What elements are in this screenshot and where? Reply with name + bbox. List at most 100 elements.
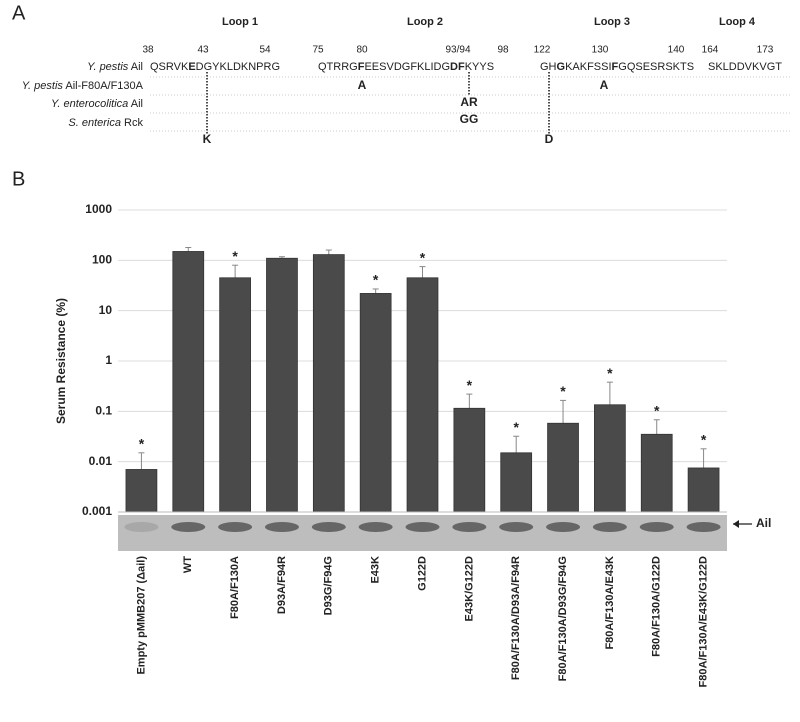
blot-band: [218, 522, 253, 532]
row-label: Y. pestis Ail: [87, 61, 143, 73]
residue: KYYS: [465, 61, 494, 73]
residue: G: [557, 61, 566, 73]
x-tick-label: WT: [182, 556, 194, 573]
blot-band: [499, 522, 534, 532]
y-tick-label: 0.01: [89, 454, 113, 468]
residue-number: 98: [497, 45, 509, 56]
substitution: K: [203, 132, 212, 146]
x-tick-label: Empty pMMB207 (Δail): [135, 556, 147, 675]
bar: [453, 407, 486, 513]
sequence: SKLDDVKVGT: [708, 61, 782, 73]
residue: QTRRG: [318, 61, 358, 73]
y-tick-label: 0.001: [82, 504, 112, 518]
residue-number: 75: [312, 45, 324, 56]
bar: [547, 422, 579, 513]
x-tick-label: F80A/F130A/E43K: [604, 556, 616, 650]
blot-band: [264, 522, 299, 532]
residue: F: [358, 61, 365, 73]
significance-marker: *: [560, 383, 566, 399]
bar: [500, 452, 533, 513]
substitution: D: [545, 132, 554, 146]
y-tick-label: 10: [99, 303, 113, 317]
y-tick-label: 0.1: [95, 404, 112, 418]
residue: F: [612, 61, 619, 73]
bar: [640, 433, 673, 513]
row-label: Y. enterocolitica Ail: [51, 98, 143, 110]
y-axis-label: Serum Resistance (%): [54, 298, 68, 424]
row-label-part: Ail: [128, 98, 143, 110]
blot-label: Ail: [756, 516, 771, 530]
x-tick-label: F80A/F130A/E43K/G122D: [697, 556, 709, 688]
x-tick-label: D93A/F94R: [276, 556, 288, 614]
blot-band: [452, 522, 487, 532]
bar: [406, 277, 439, 513]
residue-number: 164: [702, 45, 719, 56]
residue-number: 140: [668, 45, 685, 56]
bar: [172, 251, 205, 513]
blot-band: [358, 522, 393, 532]
significance-marker: *: [373, 272, 379, 288]
x-tick-label: F80A/F130A/G122D: [651, 556, 663, 657]
blot-band: [124, 522, 159, 532]
significance-marker: *: [420, 249, 426, 265]
substitution: A: [600, 78, 609, 92]
residue: E: [188, 61, 195, 73]
row-label-part: Y. enterocolitica: [51, 98, 128, 110]
x-tick-label: E43K/G122D: [463, 556, 475, 621]
row-label-part: Rck: [121, 117, 144, 129]
x-tick-label: F80A/F130A/D93A/F94R: [510, 556, 522, 680]
sequence: GHGKAKFSSIFGQSESRSKTS: [540, 61, 694, 73]
residue: EESVDGFKLIDG: [364, 61, 450, 73]
loop-header: Loop 2: [407, 16, 443, 28]
blot-band: [592, 522, 627, 532]
loop-header: Loop 3: [594, 16, 630, 28]
substitution: AR: [460, 95, 478, 109]
row-label-part: Ail-F80A/F130A: [63, 80, 144, 92]
sequence: QSRVKEDGYKLDKNPRG: [150, 61, 280, 73]
row-label-part: Y. pestis: [87, 61, 129, 73]
row-label-part: Ail: [128, 61, 143, 73]
y-tick-label: 1000: [85, 202, 112, 216]
residue-number: 80: [356, 45, 368, 56]
residue-number: 130: [592, 45, 609, 56]
blot-band: [405, 522, 440, 532]
residue-number: 38: [142, 45, 154, 56]
residue: GH: [540, 61, 557, 73]
x-tick-label: E43K: [370, 556, 382, 584]
x-tick-label: F80A/F130A/D93G/F94G: [557, 556, 569, 681]
row-label-part: S. enterica: [68, 117, 121, 129]
row-label-part: Y. pestis: [22, 80, 64, 92]
residue: SKLDDVKVGT: [708, 61, 782, 73]
panel-label: A: [12, 2, 26, 24]
x-tick-label: D93G/F94G: [323, 556, 335, 615]
bar: [312, 254, 345, 513]
y-tick-label: 1: [105, 353, 112, 367]
bar: [687, 467, 720, 513]
residue: GQSESRSKTS: [618, 61, 694, 73]
blot-band: [639, 522, 674, 532]
significance-marker: *: [467, 377, 473, 393]
row-label: S. enterica Rck: [68, 117, 143, 129]
blot-band: [686, 522, 721, 532]
row-label: Y. pestis Ail-F80A/F130A: [22, 80, 144, 92]
sequence: QTRRGFEESVDGFKLIDGDFKYYS: [318, 61, 494, 73]
blot-strip: [118, 515, 727, 551]
residue-number: 93/94: [445, 45, 470, 56]
residue-number: 122: [534, 45, 551, 56]
significance-marker: *: [607, 365, 613, 381]
x-tick-label: F80A/F130A: [229, 556, 241, 619]
residue: DF: [450, 61, 465, 73]
residue-number: 54: [259, 45, 271, 56]
significance-marker: *: [232, 248, 238, 264]
loop-header: Loop 1: [222, 16, 258, 28]
residue-number: 173: [757, 45, 774, 56]
loop-header: Loop 4: [719, 16, 756, 28]
significance-marker: *: [139, 436, 145, 452]
bar: [359, 293, 392, 513]
bar: [266, 257, 298, 513]
significance-marker: *: [513, 419, 519, 435]
residue: QSRVK: [150, 61, 189, 73]
substitution: A: [358, 78, 367, 92]
blot-band: [171, 522, 206, 532]
